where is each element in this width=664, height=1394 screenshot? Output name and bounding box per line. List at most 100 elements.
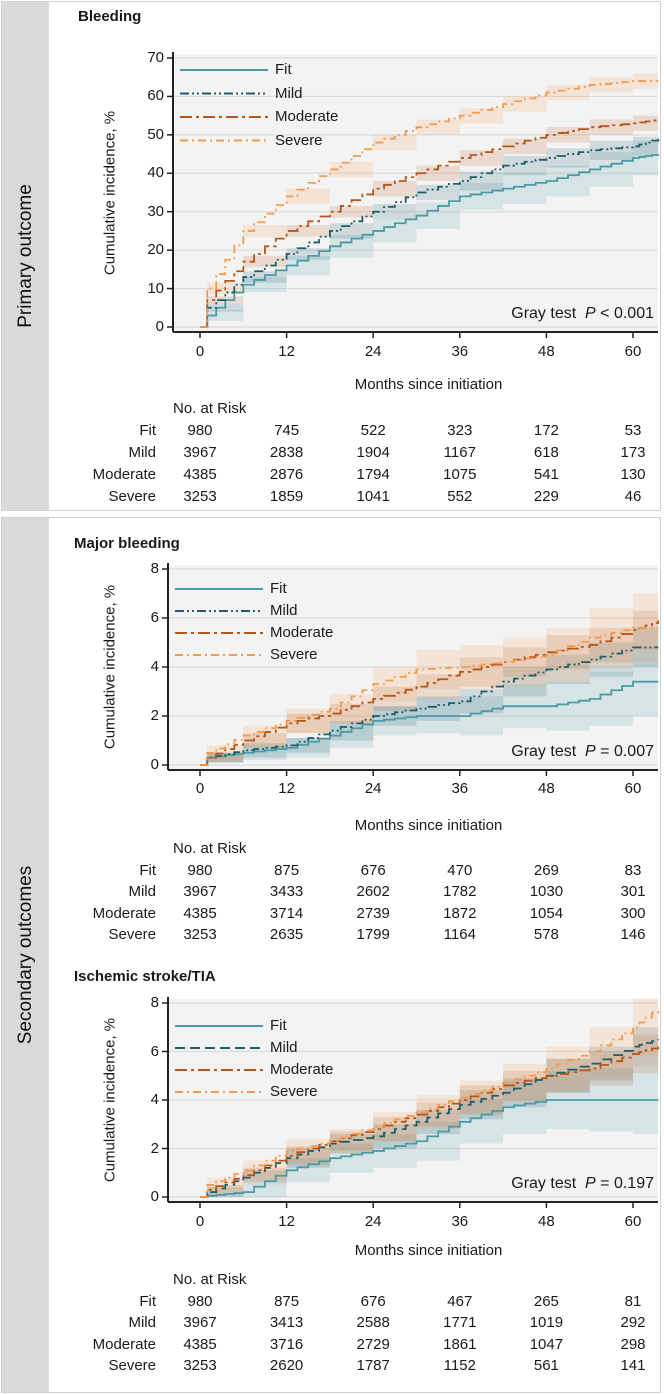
risk-value: 1794 [356,466,390,483]
y-tick-label: 8 [150,994,159,1011]
risk-row-label: Fit [139,861,156,879]
risk-value: 2588 [356,1314,390,1331]
risk-value: 4385 [183,904,217,922]
risk-value: 298 [620,1335,646,1353]
risk-value: 3433 [269,883,304,900]
risk-value: 130 [620,466,646,483]
gray-test-annotation: Gray test P = 0.007 [511,743,654,761]
y-tick-label: 0 [150,756,159,773]
ci-band-fit [200,136,659,327]
y-tick-label: 8 [150,560,159,577]
risk-value: 1904 [356,444,390,461]
ci-band-severe [200,973,659,1197]
legend-label: Fit [270,1017,287,1034]
risk-value: 2729 [356,1335,390,1353]
y-tick-label: 6 [150,609,159,626]
risk-value: 229 [533,488,559,505]
x-tick-label: 24 [364,780,382,797]
risk-row-label: Fit [139,1292,156,1310]
x-tick-label: 48 [538,780,555,797]
x-tick-label: 0 [195,343,205,360]
risk-value: 4385 [183,1335,217,1353]
chart-title: Major bleeding [74,535,180,552]
risk-table-header: No. at Risk [173,840,247,857]
risk-value: 3967 [183,444,217,461]
y-tick-label: 2 [150,707,159,724]
risk-value: 4385 [183,466,217,483]
risk-row-label: Severe [108,1357,156,1374]
x-tick-label: 60 [624,1213,642,1230]
ci-band-mild [200,1017,659,1197]
series-line-moderate [200,1046,660,1198]
series-line-moderate [200,620,660,766]
risk-value: 2739 [356,904,390,922]
legend-label: Mild [270,1039,298,1056]
risk-row-label: Mild [128,883,156,900]
risk-value: 2620 [269,1357,304,1374]
risk-value: 173 [620,444,646,461]
y-tick-label: 4 [150,1091,159,1108]
risk-value: 875 [274,1292,300,1310]
series-line-mild [200,646,659,766]
x-tick-label: 60 [624,343,642,360]
annotation-p: P [585,305,596,322]
risk-value: 1167 [443,444,476,461]
x-tick-label: 0 [195,1213,205,1230]
y-tick-label: 50 [147,125,164,143]
risk-value: 292 [620,1314,646,1331]
x-tick-label: 12 [278,343,295,360]
risk-value: 300 [620,904,646,922]
ci-band-severe [200,591,659,765]
risk-value: 1787 [356,1357,390,1374]
risk-value: 2876 [269,466,304,483]
legend-label: Severe [275,131,323,149]
risk-row-label: Moderate [92,1335,156,1353]
primary-outcome-section: Primary outcome [1,1,661,511]
gray-test-annotation: Gray test P = 0.197 [511,1175,654,1193]
x-tick-label: 36 [451,1213,469,1230]
risk-value: 578 [533,926,559,943]
y-tick-label: 4 [150,658,159,675]
annotation-value: = 0.007 [595,743,654,760]
risk-value: 3967 [183,883,217,900]
x-axis-title: Months since initiation [354,376,503,393]
section-sidebar: Primary outcome [2,2,49,510]
annotation-prefix: Gray test [511,1175,577,1192]
risk-value: 269 [533,861,559,879]
x-tick-label: 24 [364,1213,382,1230]
y-tick-label: 0 [155,318,164,335]
x-tick-label: 48 [538,1213,555,1230]
annotation-value: < 0.001 [595,305,654,322]
risk-value: 2602 [356,883,390,900]
risk-row-label: Moderate [92,904,156,922]
risk-value: 3253 [183,1357,217,1374]
risk-value: 980 [187,1292,213,1310]
legend-label: Moderate [275,108,339,125]
y-tick-label: 2 [150,1139,159,1157]
risk-value: 46 [624,488,642,505]
series-line-fit [200,154,660,328]
x-tick-label: 60 [624,780,642,797]
risk-value: 81 [624,1292,642,1310]
x-tick-label: 36 [451,343,469,360]
x-axis-title: Months since initiation [354,817,503,834]
ci-band-moderate [200,598,659,765]
risk-value: 141 [620,1357,646,1374]
risk-value: 1771 [443,1314,477,1331]
risk-value: 3967 [183,1314,217,1331]
series-line-moderate [200,119,660,328]
y-tick-label: 10 [147,279,164,297]
risk-value: 3716 [269,1335,304,1353]
y-tick-label: 6 [150,1042,159,1060]
risk-value: 3253 [183,926,217,943]
risk-value: 552 [447,488,473,505]
risk-value: 980 [187,422,213,439]
risk-value: 541 [533,466,559,483]
x-tick-label: 36 [451,780,469,797]
risk-value: 265 [533,1292,559,1310]
ci-band-moderate [200,109,659,327]
risk-value: 676 [360,861,386,879]
series-line-fit [200,680,659,766]
section-sidebar: Secondary outcomes [2,518,49,1392]
